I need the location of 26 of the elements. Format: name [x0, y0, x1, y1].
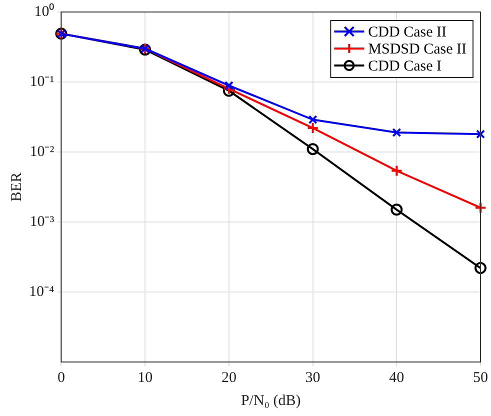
point	[306, 143, 319, 156]
legend-label: CDD Case II	[368, 24, 446, 40]
point	[390, 164, 403, 177]
x-tick-label: 20	[221, 370, 236, 386]
point	[474, 202, 486, 214]
x-tick-label: 50	[473, 370, 488, 386]
legend-label: MSDSD Case II	[368, 41, 467, 58]
y-tick-label: 10⁰	[34, 2, 54, 20]
x-axis-title: P/N₀ (dB)	[240, 392, 301, 409]
point	[224, 81, 234, 90]
point	[392, 128, 402, 138]
x-tick-label: 30	[305, 370, 320, 386]
point	[476, 130, 486, 139]
y-axis-title: BER	[8, 172, 25, 202]
x-tick-label: 10	[138, 370, 153, 386]
y-tick-label: 10⁻¹	[30, 74, 54, 90]
point	[390, 204, 403, 216]
x-tick-label: 40	[389, 370, 404, 386]
y-tick-label: 10⁻⁴	[28, 284, 54, 300]
legend-label: CDD Case I	[368, 58, 442, 74]
point	[306, 122, 319, 134]
point	[308, 115, 318, 124]
x-tick-label: 0	[57, 370, 65, 386]
y-tick-label: 10⁻³	[30, 214, 55, 230]
point	[474, 262, 486, 274]
y-tick-label: 10⁻²	[30, 144, 55, 160]
